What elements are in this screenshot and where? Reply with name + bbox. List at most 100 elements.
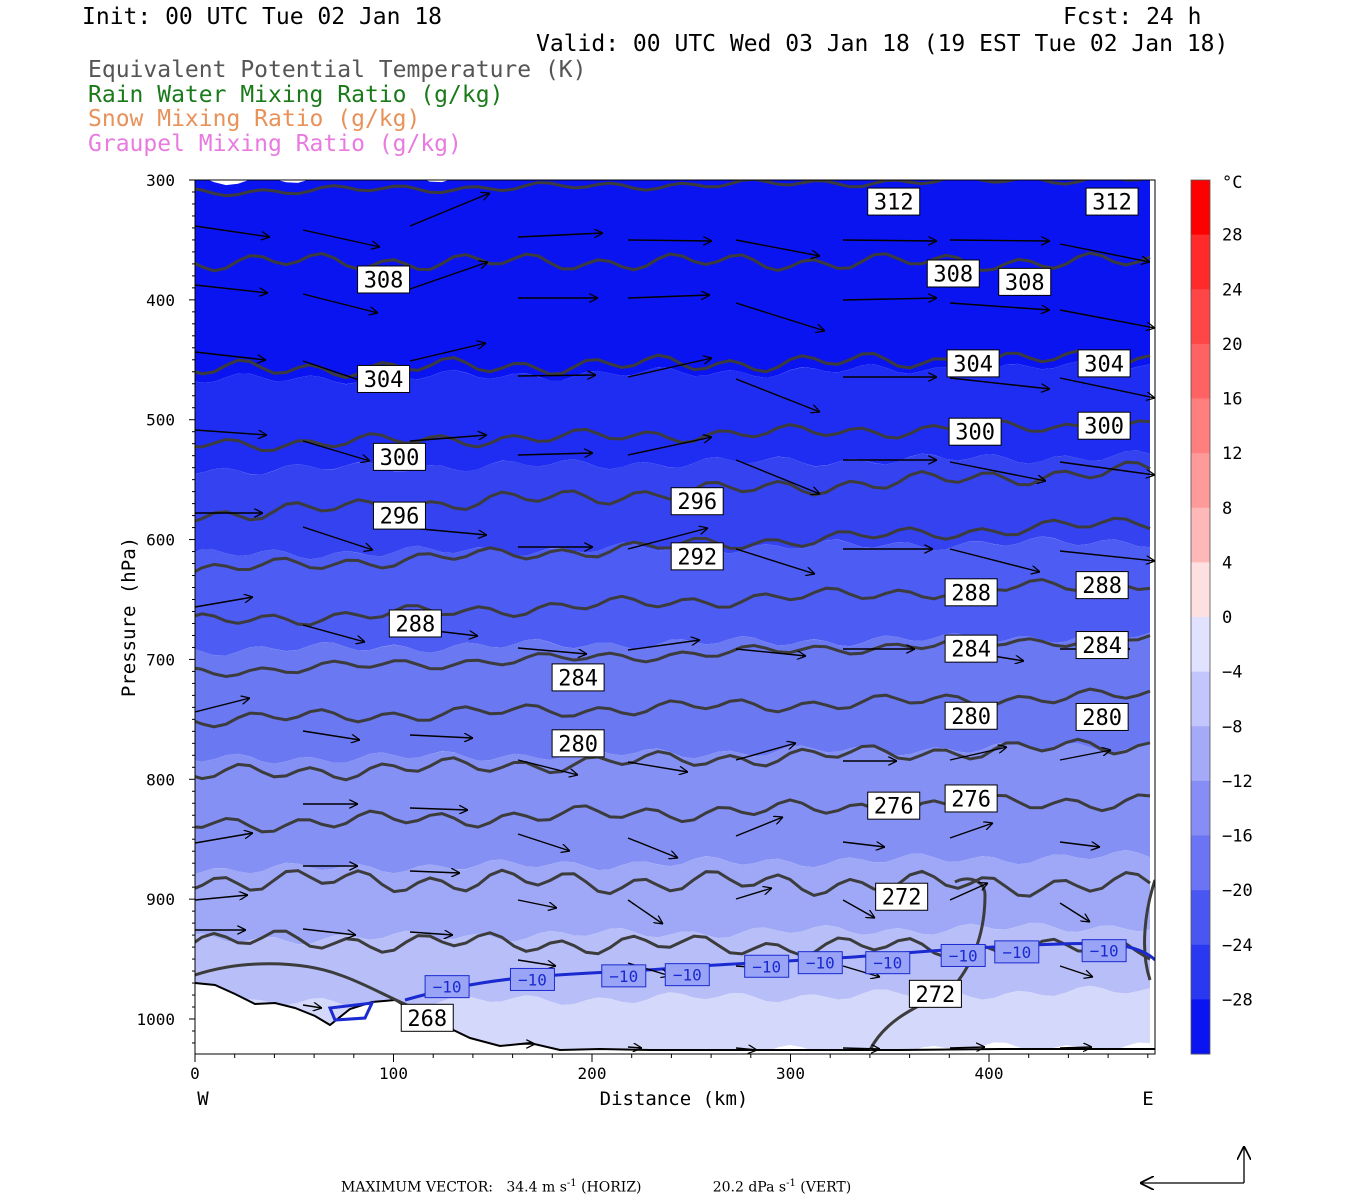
wind-vector — [517, 899, 557, 908]
temp-band — [195, 536, 1150, 656]
theta-e-contour-label-box — [357, 364, 411, 393]
theta-e-contour-label: 280 — [951, 705, 991, 730]
theta-e-line — [1143, 879, 1155, 981]
isotherm-label: −10 — [806, 954, 835, 973]
isotherm-label-box — [1081, 939, 1127, 963]
wind-vector — [517, 453, 593, 455]
y-tick-label: 900 — [146, 890, 175, 909]
wind-vector — [627, 837, 678, 858]
isotherm-label-box — [509, 967, 555, 991]
colorbar-label: 8 — [1222, 499, 1232, 519]
wind-vector — [195, 895, 248, 901]
isotherm-label: −10 — [873, 954, 902, 973]
vert-tag: (VERT) — [800, 1179, 852, 1196]
theta-e-contour-label: 280 — [1082, 706, 1122, 731]
wind-vector — [302, 730, 360, 740]
colorbar-segment — [1191, 726, 1210, 782]
wind-vector — [735, 817, 783, 837]
theta-e-contour-label: 296 — [380, 505, 420, 530]
theta-e-contour-label: 268 — [407, 1007, 447, 1032]
theta-e-contour-label-box — [551, 729, 605, 758]
theta-e-contour-label: 272 — [882, 886, 922, 911]
theta-e-contour-label: 284 — [1082, 634, 1122, 659]
theta-e-contour-label: 296 — [677, 490, 717, 515]
colorbar-segment — [1191, 617, 1210, 673]
wind-vector — [627, 240, 712, 241]
isotherm-label-box — [664, 963, 710, 987]
colorbar-unit: °C — [1222, 173, 1242, 193]
wind-vector — [195, 351, 266, 360]
wind-vector — [627, 528, 708, 550]
wind-vector — [627, 437, 712, 456]
colorbar-segment — [1191, 289, 1210, 345]
theta-e-contour-label-box — [1085, 187, 1139, 216]
theta-e-line — [195, 737, 1151, 782]
isotherm-label: −10 — [609, 967, 638, 986]
horiz-value: 34.4 m s — [506, 1179, 567, 1196]
wind-vector — [409, 808, 468, 810]
x-tick-label: 300 — [776, 1064, 805, 1083]
theta-e-contour-label: 288 — [1082, 574, 1122, 599]
y-axis-label: Pressure (hPa) — [118, 537, 140, 697]
theta-e-contour-label: 288 — [951, 581, 991, 606]
theta-e-contour-label-box — [1075, 702, 1129, 731]
theta-e-contour-label-box — [948, 417, 1002, 446]
temp-band — [195, 361, 1150, 475]
theta-e-contour-label: 276 — [874, 795, 914, 820]
axis-ticks — [189, 179, 1149, 1062]
theta-e-contour-label: 312 — [1092, 191, 1132, 216]
isotherm-label: −10 — [1090, 942, 1119, 961]
east-label: E — [1142, 1088, 1153, 1110]
theta-e-contour-label: 308 — [364, 268, 404, 293]
isotherm-label-box — [865, 951, 911, 975]
wind-vector — [409, 343, 486, 362]
wind-vector — [949, 377, 1050, 389]
wind-vector — [1059, 243, 1150, 262]
wind-vector — [1059, 841, 1100, 847]
colorbar-label: 20 — [1222, 335, 1242, 355]
wind-vector — [949, 1047, 985, 1048]
field-label-graupel: Graupel Mixing Ratio (g/kg) — [88, 131, 462, 157]
isotherm-line — [327, 1001, 375, 1022]
colorbar-segment — [1191, 562, 1210, 618]
colorbar-segment — [1191, 944, 1210, 1000]
wind-vector — [1059, 750, 1111, 761]
theta-e-contour-label: 304 — [1084, 352, 1124, 377]
theta-e-contour-label-box — [944, 634, 998, 663]
wind-vector — [517, 647, 587, 654]
isotherm-label: −10 — [1002, 943, 1031, 962]
colorbar-label: −12 — [1222, 772, 1253, 792]
wind-vector — [627, 640, 700, 651]
theta-e-contour-label-box — [1075, 571, 1129, 600]
wind-vector — [949, 240, 1050, 241]
theta-e-contour-label: 292 — [677, 545, 717, 570]
theta-e-contour-label: 300 — [955, 421, 995, 446]
colorbar-segment — [1191, 999, 1210, 1055]
x-tick-label: 400 — [975, 1064, 1004, 1083]
wind-vector — [735, 302, 825, 331]
wind-vector — [409, 735, 473, 738]
isotherm-label-box — [797, 951, 843, 975]
below-ground-mask — [195, 983, 1155, 1054]
wind-vector — [302, 526, 373, 550]
theta-e-line — [195, 516, 1151, 574]
wind-vector — [735, 548, 815, 574]
colorbar-segment — [1191, 234, 1210, 290]
wind-vector — [949, 747, 1007, 761]
theta-e-contour-label-box — [670, 487, 724, 516]
colorbar-segment — [1191, 780, 1210, 836]
theta-e-contour-label-box — [944, 701, 998, 730]
wind-vector — [627, 295, 710, 298]
init-time: Init: 00 UTC Tue 02 Jan 18 — [82, 4, 443, 30]
axis-tick-labels: 300 400 500 600 700 800 900 1000 0 100 200 300 400 — [136, 171, 1003, 1083]
x-tick-label: 0 — [190, 1064, 200, 1083]
horiz-exponent: -1 — [566, 1178, 577, 1189]
colorbar-segment — [1191, 453, 1210, 509]
wind-vector — [1059, 902, 1090, 922]
theta-e-contour-label: 300 — [1084, 415, 1124, 440]
wind-vector — [302, 1005, 322, 1008]
y-tick-label: 400 — [146, 291, 175, 310]
wind-vector — [842, 1048, 880, 1049]
contour-labels: 312 312 308 308 308 304 304 304 300 300 300 296 296 2… — [357, 187, 1139, 1032]
colorbar-label: −28 — [1222, 990, 1253, 1010]
